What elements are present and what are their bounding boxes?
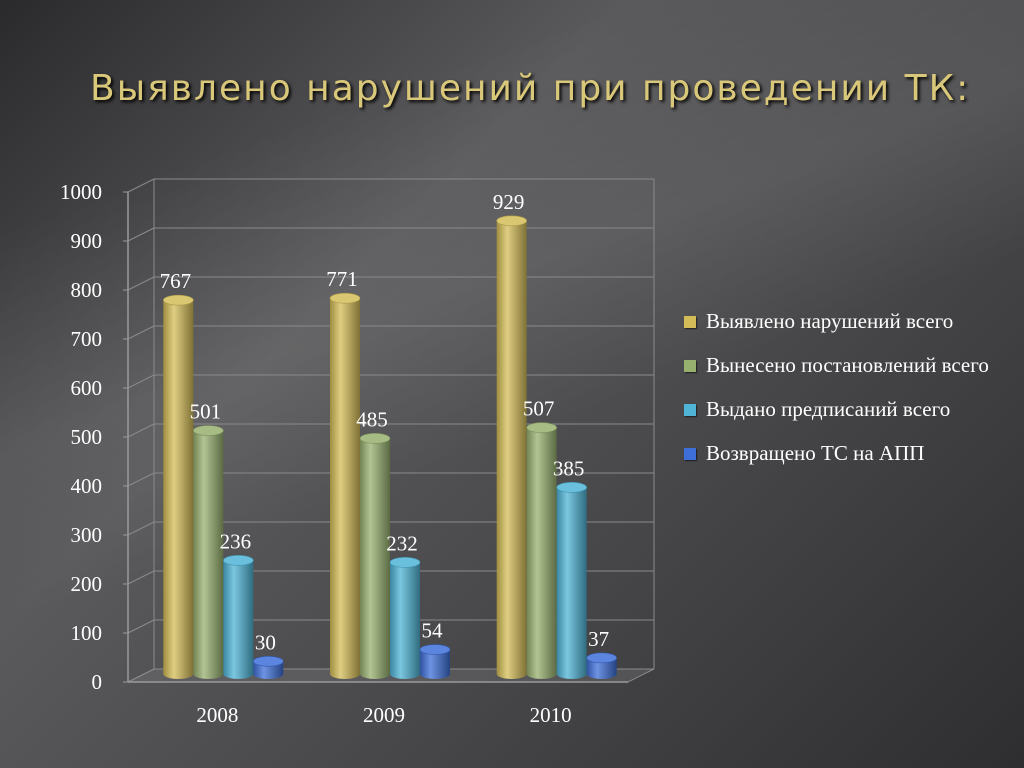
gridline-side (127, 619, 155, 634)
bar-2008-2 (223, 555, 254, 679)
data-label: 385 (553, 456, 585, 480)
bar-top (163, 294, 194, 306)
x-tick-label: 2010 (530, 703, 572, 727)
bar-2008-3 (253, 655, 284, 679)
x-tick-label: 2009 (363, 703, 405, 727)
y-tick-label: 0 (92, 670, 103, 694)
bar-top (586, 652, 617, 664)
bar-2010-3 (586, 652, 617, 679)
data-label: 232 (386, 531, 418, 555)
data-label: 30 (255, 630, 276, 654)
bar-top (556, 482, 587, 493)
y-tick-label: 500 (71, 425, 103, 449)
bar-2010-2 (556, 482, 587, 679)
legend-item: Вынесено постановлений всего (684, 352, 1004, 379)
gridline-side (127, 570, 155, 585)
bar-top (389, 557, 421, 568)
legend-label: Вынесено постановлений всего (706, 353, 989, 377)
gridline-side (127, 374, 155, 389)
bar-body (496, 220, 527, 680)
bar-body (390, 562, 420, 679)
bar-2008-1 (193, 425, 224, 679)
y-tick-label: 600 (71, 376, 103, 400)
legend-swatch (684, 448, 696, 460)
legend-label: Возвращено ТС на АПП (706, 441, 925, 465)
bar-body (163, 300, 194, 679)
bar-top (253, 655, 284, 667)
data-label: 54 (422, 619, 444, 643)
legend-swatch (684, 404, 696, 416)
y-tick-label: 300 (71, 523, 103, 547)
y-tick-label: 800 (71, 278, 103, 302)
y-tick-label: 100 (71, 621, 103, 645)
legend-item: Выдано предписаний всего (684, 396, 1004, 423)
bar-body (360, 438, 390, 679)
chart-axes (123, 191, 628, 683)
bar-top (329, 292, 361, 304)
bar-top (193, 425, 224, 436)
bar-2008-0 (163, 294, 194, 679)
x-tick-label: 2008 (196, 703, 238, 727)
gridline-side (127, 472, 155, 487)
bar-top (496, 215, 527, 227)
bar-top (419, 644, 451, 655)
gridline-side (127, 178, 155, 193)
page-title: Выявлено нарушений при проведении ТК: (90, 68, 971, 109)
bar-body (193, 430, 224, 679)
bar-body (556, 487, 587, 679)
y-tick-label: 200 (71, 572, 103, 596)
chart-labels: 0 100 200 300 400 500 600 700 800 900 1000 767 501 23… (60, 180, 609, 727)
bar-top (223, 555, 254, 566)
gridline-side (127, 325, 155, 340)
legend-item: Выявлено нарушений всего (684, 308, 1004, 335)
bar-2009-0 (329, 292, 361, 679)
bar-2009-3 (419, 644, 451, 679)
data-label: 236 (220, 529, 252, 553)
bar-top (359, 433, 391, 444)
chart-bars (163, 215, 617, 680)
data-label: 501 (190, 400, 222, 424)
bar-body (586, 657, 617, 679)
y-tick-label: 400 (71, 474, 103, 498)
data-label: 485 (356, 407, 388, 431)
legend-label: Выявлено нарушений всего (706, 309, 954, 333)
y-tick-label: 900 (71, 229, 103, 253)
bar-body (420, 649, 450, 679)
bar-body (330, 298, 360, 679)
bar-2009-2 (389, 557, 421, 679)
data-label: 929 (493, 190, 525, 214)
gridline-side (127, 521, 155, 536)
bar-body (223, 560, 254, 679)
bar-body (526, 427, 557, 679)
legend-label: Выдано предписаний всего (706, 397, 951, 421)
bar-2009-1 (359, 433, 391, 679)
bar-2010-0 (496, 215, 527, 680)
gridline-side (127, 276, 155, 291)
y-tick-label: 700 (71, 327, 103, 351)
gridline-side (127, 423, 155, 438)
bar-top (526, 422, 557, 433)
legend-swatch (684, 316, 696, 328)
data-label: 37 (588, 627, 609, 651)
y-tick-label: 1000 (60, 180, 102, 204)
data-label: 507 (523, 397, 555, 421)
data-label: 771 (326, 267, 358, 291)
chart-legend: Выявлено нарушений всего Вынесено постано… (684, 308, 1004, 484)
legend-item: Возвращено ТС на АПП (684, 440, 1004, 467)
data-label: 767 (160, 269, 192, 293)
legend-swatch (684, 360, 696, 372)
bar-2010-1 (526, 422, 557, 679)
gridline-side (127, 227, 155, 242)
